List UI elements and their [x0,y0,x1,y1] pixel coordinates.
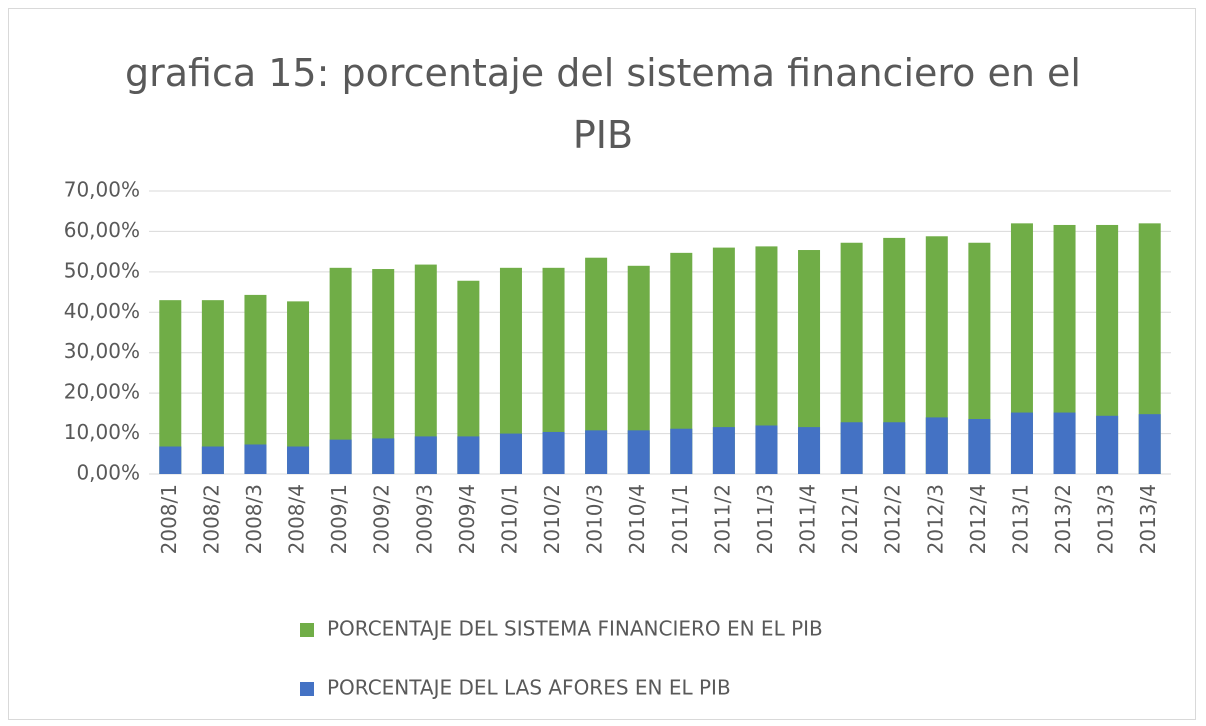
bar [1096,224,1119,474]
bar [372,269,395,474]
bar [329,267,352,474]
x-tick-label: 2012/4 [966,484,990,554]
bar [159,300,182,474]
x-tick-label: 2012/1 [838,484,862,554]
bar [840,242,863,474]
x-tick-label: 2013/1 [1008,484,1032,554]
y-tick-label: 0,00% [76,461,140,485]
bar [883,422,906,474]
bar [499,267,522,474]
y-tick-label: 30,00% [64,339,140,363]
bar [329,439,352,474]
bar [201,300,224,474]
x-tick-label: 2010/2 [540,484,564,554]
bar [1053,224,1076,474]
bar [670,428,693,474]
x-tick-label: 2008/4 [285,484,309,554]
bar [840,422,863,474]
legend-swatch [300,682,314,696]
x-tick-label: 2010/3 [583,484,607,554]
x-tick-label: 2012/3 [923,484,947,554]
bar [755,246,778,474]
bar [627,430,650,474]
bar [798,427,821,474]
x-tick-label: 2008/3 [242,484,266,554]
chart-title: grafica 15: porcentaje del sistema finan… [125,51,1081,157]
bar [627,265,650,474]
y-tick-label: 20,00% [64,380,140,404]
bar [968,242,991,474]
y-tick-label: 10,00% [64,420,140,444]
y-tick-label: 40,00% [64,299,140,323]
y-tick-label: 50,00% [64,258,140,282]
bar [244,444,267,474]
x-tick-label: 2008/2 [199,484,223,554]
bar [925,236,948,474]
legend-swatch [300,623,314,637]
bar [712,247,735,474]
x-tick-label: 2010/1 [497,484,521,554]
x-tick-label: 2009/4 [455,484,479,554]
bar [925,417,948,474]
bar [755,425,778,474]
bar [712,427,735,474]
x-tick-label: 2011/1 [668,484,692,554]
bar [457,436,480,474]
bar [457,280,480,474]
bar [414,436,437,474]
bar [1096,415,1119,474]
bar [159,446,182,474]
x-tick-label: 2013/2 [1051,484,1075,554]
bar [372,438,395,474]
x-tick-label: 2009/3 [412,484,436,554]
x-tick-label: 2012/2 [881,484,905,554]
x-tick-label: 2011/4 [796,484,820,554]
chart-frame [8,8,1196,720]
bar [1138,223,1161,474]
bar [1010,223,1033,474]
bar [287,446,310,474]
y-tick-label: 60,00% [64,218,140,242]
legend-label: PORCENTAJE DEL SISTEMA FINANCIERO EN EL … [327,617,823,641]
x-tick-label: 2010/4 [625,484,649,554]
x-tick-label: 2011/2 [710,484,734,554]
x-tick-label: 2008/1 [157,484,181,554]
bar [244,294,267,474]
x-tick-label: 2009/1 [327,484,351,554]
bar [201,446,224,474]
bar [798,250,821,474]
x-tick-label: 2013/3 [1094,484,1118,554]
bar [287,301,310,474]
x-tick-label: 2011/3 [753,484,777,554]
bar [414,264,437,474]
bar [883,237,906,474]
bar [1010,412,1033,474]
bar [1138,414,1161,474]
bar [542,431,565,474]
x-tick-label: 2013/4 [1136,484,1160,554]
bar [542,267,565,474]
y-tick-label: 70,00% [64,178,140,202]
bar [585,257,608,474]
bar [670,252,693,474]
bar [968,419,991,474]
bar [585,430,608,474]
x-tick-label: 2009/2 [370,484,394,554]
legend-label: PORCENTAJE DEL LAS AFORES EN EL PIB [327,676,731,700]
bar [499,433,522,474]
bar [1053,412,1076,474]
